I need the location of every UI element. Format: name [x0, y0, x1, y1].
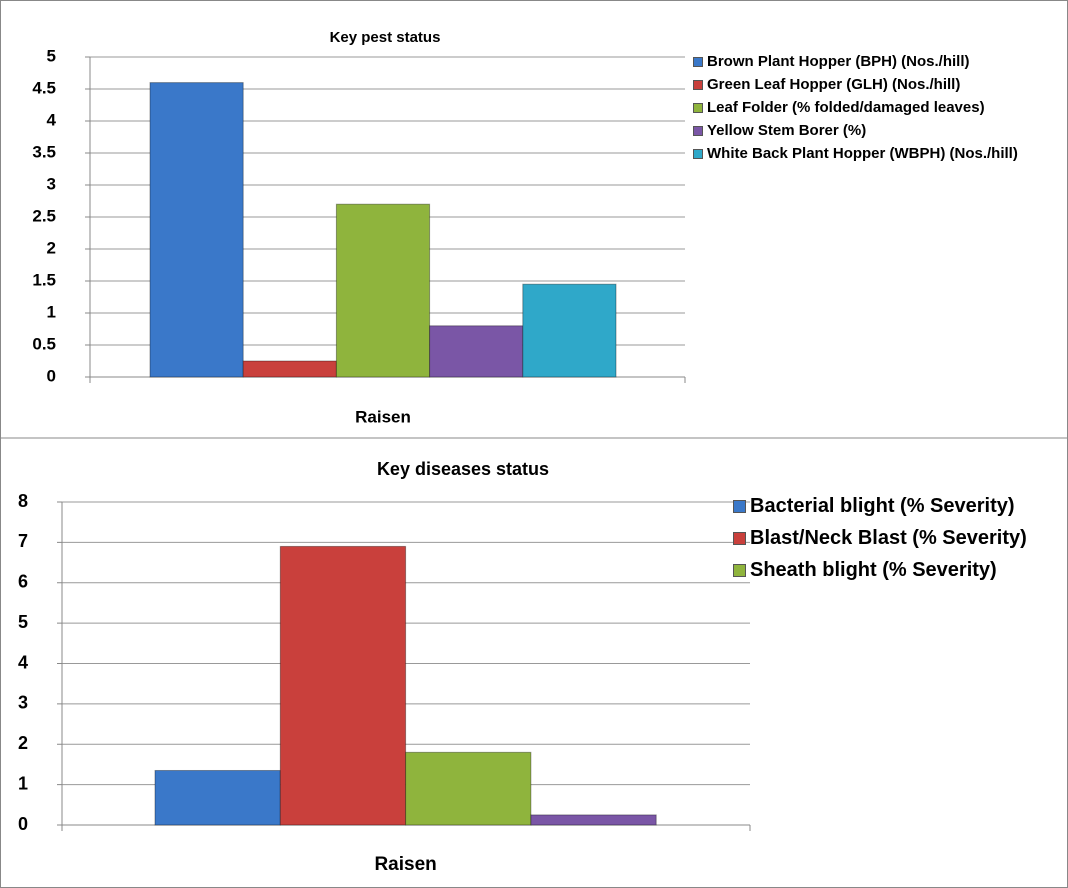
legend-item: Leaf Folder (% folded/damaged leaves)	[693, 98, 1058, 118]
chart-title: Key diseases status	[377, 459, 549, 479]
legend-swatch	[733, 499, 746, 513]
legend: Brown Plant Hopper (BPH) (Nos./hill) Gree…	[693, 52, 1058, 167]
bar	[405, 751, 532, 826]
y-tick-label: 3	[18, 693, 28, 713]
y-tick-label: 2	[18, 733, 28, 753]
legend-label: Blast/Neck Blast (% Severity)	[750, 527, 1027, 549]
y-tick-label: 2.5	[32, 206, 56, 225]
y-tick-label: 0	[47, 366, 56, 385]
legend-swatch	[693, 126, 703, 136]
chart-title: Key pest status	[330, 29, 441, 46]
x-tick-label: Raisen	[355, 407, 411, 426]
legend-label: Bacterial blight (% Severity)	[750, 495, 1015, 517]
legend-label: Yellow Stem Borer (%)	[707, 122, 867, 139]
y-tick-label: 0.5	[32, 334, 56, 353]
legend-item: Brown Plant Hopper (BPH) (Nos./hill)	[693, 52, 1058, 72]
legend-item: White Back Plant Hopper (WBPH) (Nos./hil…	[693, 144, 1058, 164]
y-tick-label: 5	[47, 46, 56, 65]
x-tick-label: Raisen	[374, 854, 436, 875]
y-tick-label: 4.5	[32, 78, 56, 97]
legend-item: Blast/Neck Blast (% Severity)	[733, 526, 1033, 550]
legend-label: Brown Plant Hopper (BPH) (Nos./hill)	[707, 53, 970, 70]
legend-swatch	[733, 563, 746, 577]
legend-label: Green Leaf Hopper (GLH) (Nos./hill)	[707, 76, 961, 93]
y-tick-label: 1.5	[32, 270, 56, 289]
bar	[335, 203, 431, 378]
bar	[149, 82, 244, 378]
legend-swatch	[693, 103, 703, 113]
y-tick-label: 3.5	[32, 142, 56, 161]
y-tick-label: 2	[47, 238, 56, 257]
legend-item: Yellow Stem Borer (%)	[693, 121, 1058, 141]
legend-swatch	[693, 149, 703, 159]
legend-item: Bacterial blight (% Severity)	[733, 494, 1033, 518]
legend-swatch	[733, 531, 746, 545]
y-tick-label: 6	[18, 572, 28, 592]
bar	[530, 814, 657, 826]
y-tick-label: 1	[18, 773, 28, 793]
legend-item: Sheath blight (% Severity)	[733, 558, 1033, 582]
bar	[242, 360, 337, 378]
legend-label: Sheath blight (% Severity)	[750, 559, 997, 581]
y-tick-label: 1	[47, 302, 56, 321]
y-tick-label: 3	[47, 174, 56, 193]
y-tick-label: 4	[18, 652, 28, 672]
y-tick-label: 0	[18, 814, 28, 834]
legend-swatch	[693, 80, 703, 90]
y-tick-label: 7	[18, 531, 28, 551]
bar	[522, 283, 617, 378]
y-tick-label: 8	[18, 491, 28, 511]
y-tick-label: 4	[47, 110, 57, 129]
bar	[429, 325, 524, 378]
bar	[279, 545, 407, 826]
legend-swatch	[693, 57, 703, 67]
legend-label: Leaf Folder (% folded/damaged leaves)	[707, 99, 985, 116]
legend-label: White Back Plant Hopper (WBPH) (Nos./hil…	[707, 145, 1018, 162]
legend-item: Green Leaf Hopper (GLH) (Nos./hill)	[693, 75, 1058, 95]
bar	[154, 769, 281, 826]
y-tick-label: 5	[18, 612, 28, 632]
legend: Bacterial blight (% Severity) Blast/Neck …	[733, 494, 1033, 590]
